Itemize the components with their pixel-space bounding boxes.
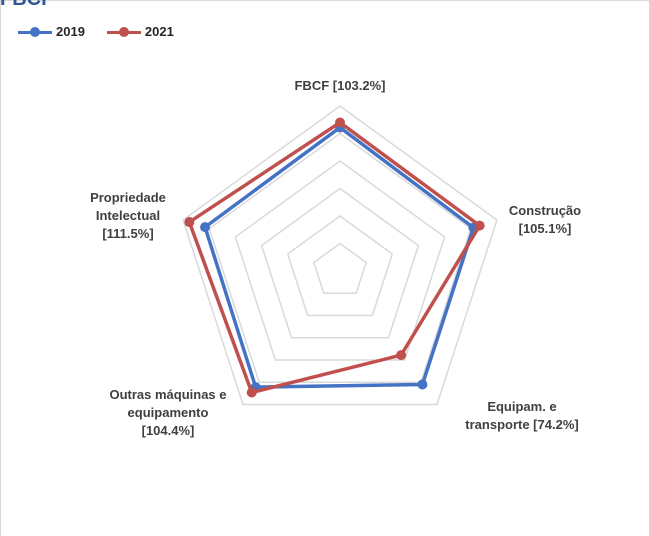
- axis-label-3: Outras máquinas e equipamento [104.4%]: [109, 387, 226, 438]
- legend-label-2021: 2021: [144, 24, 174, 39]
- grid-ring-1: [312, 242, 368, 294]
- series-line-2021: [187, 120, 482, 395]
- series-point-2019-2: [417, 379, 428, 390]
- axis-label-4: Propriedade Intelectual [111.5%]: [90, 190, 166, 241]
- grid-ring-2: [286, 215, 394, 317]
- axis-label-3-line-2: [104.4%]: [142, 423, 195, 438]
- chart-title: FBCF: [0, 0, 53, 11]
- series-point-2021-1: [474, 220, 485, 231]
- legend: 2019 2021: [18, 24, 174, 39]
- legend-item-2021: 2021: [106, 24, 174, 39]
- axis-label-1: Construção [105.1%]: [509, 203, 581, 236]
- series-point-2019-4: [200, 222, 211, 233]
- grid-ring-5: [208, 132, 472, 383]
- grid-ring-3: [260, 187, 420, 339]
- axis-label-4-line-1: Intelectual: [96, 208, 160, 223]
- series-point-2021-4: [184, 217, 195, 228]
- axis-label-1-line-1: [105.1%]: [519, 221, 572, 236]
- legend-swatch-2019: [18, 26, 52, 37]
- axis-label-3-line-1: equipamento: [128, 405, 209, 420]
- series-point-2021-3: [246, 387, 257, 398]
- series-point-2021-2: [396, 350, 407, 361]
- axis-label-2-line-1: transporte [74.2%]: [465, 417, 578, 432]
- legend-item-2019: 2019: [18, 24, 85, 39]
- grid-ring-4: [234, 160, 446, 361]
- series-line-2019: [203, 125, 476, 389]
- axis-label-2: Equipam. e transporte [74.2%]: [465, 399, 578, 432]
- legend-swatch-2021: [106, 26, 141, 37]
- axis-label-0: FBCF [103.2%]: [294, 78, 385, 93]
- axis-label-1-line-0: Construção: [509, 203, 581, 218]
- series-point-2021-0: [335, 117, 345, 128]
- grid-ring-6: [182, 105, 498, 406]
- axis-label-4-line-0: Propriedade: [90, 190, 166, 205]
- axis-label-2-line-0: Equipam. e: [487, 399, 556, 414]
- legend-label-2019: 2019: [56, 24, 85, 39]
- axis-label-0-line-0: FBCF [103.2%]: [294, 78, 385, 93]
- axis-label-4-line-2: [111.5%]: [102, 226, 153, 241]
- axis-label-3-line-0: Outras máquinas e: [109, 387, 226, 402]
